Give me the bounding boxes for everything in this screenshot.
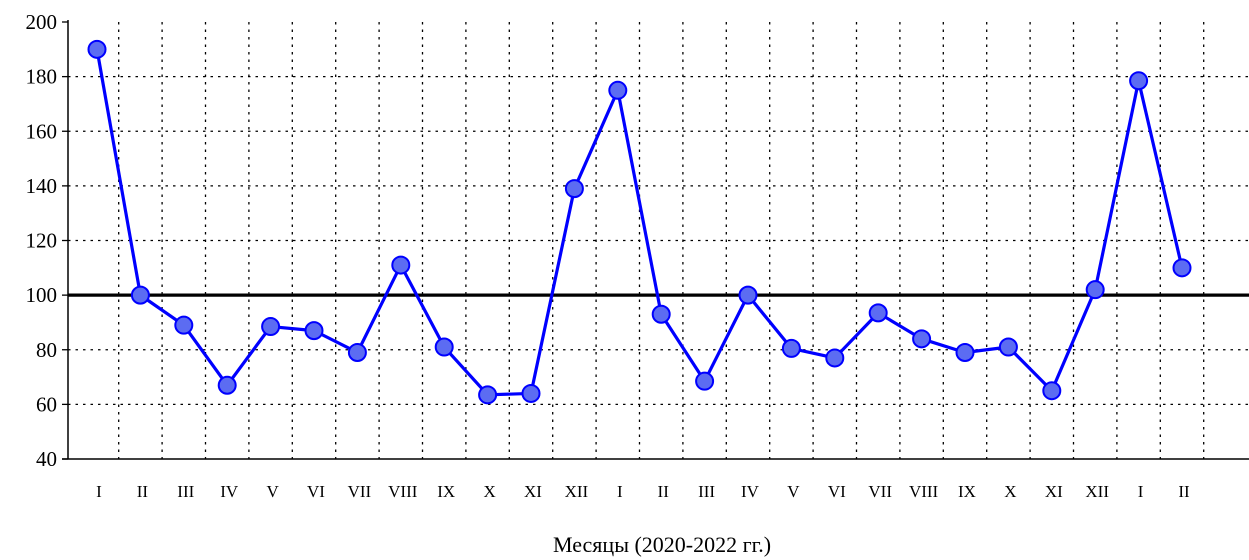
data-point	[87, 39, 107, 59]
x-axis-title: Месяцы (2020-2022 гг.)	[553, 532, 771, 557]
x-tick-label: II	[658, 482, 670, 501]
y-tick-label: 180	[26, 65, 58, 89]
y-tick-label: 80	[36, 338, 57, 362]
x-tick-label: XII	[1085, 482, 1109, 501]
y-tick-label: 100	[26, 283, 58, 307]
x-tick-label: VI	[828, 482, 846, 501]
data-point	[781, 338, 801, 358]
x-tick-label: II	[1178, 482, 1190, 501]
x-tick-label: X	[483, 482, 495, 501]
y-tick-label: 140	[26, 174, 58, 198]
axes	[62, 20, 1249, 460]
data-point	[564, 179, 584, 199]
x-tick-label: I	[617, 482, 623, 501]
data-point	[130, 285, 150, 305]
x-tick-label: XI	[1045, 482, 1063, 501]
data-point	[825, 348, 845, 368]
y-tick-label: 160	[26, 119, 58, 143]
y-tick-label: 60	[36, 392, 57, 416]
data-point	[478, 385, 498, 405]
y-tick-label: 120	[26, 229, 58, 253]
x-tick-label: III	[698, 482, 715, 501]
data-point	[912, 329, 932, 349]
x-tick-label: VIII	[388, 482, 418, 501]
x-tick-label: VII	[868, 482, 892, 501]
x-tick-label: VI	[307, 482, 325, 501]
x-tick-label: IX	[958, 482, 976, 501]
x-tick-label: V	[787, 482, 800, 501]
data-point	[521, 383, 541, 403]
data-point	[1172, 258, 1192, 278]
x-tick-label: V	[266, 482, 279, 501]
data-point	[868, 303, 888, 323]
data-point	[738, 285, 758, 305]
data-point	[261, 317, 281, 337]
data-point	[304, 321, 324, 341]
x-tick-label: XII	[565, 482, 589, 501]
data-point	[347, 342, 367, 362]
data-point	[998, 337, 1018, 357]
x-tick-label: X	[1004, 482, 1016, 501]
data-point	[608, 80, 628, 100]
grid	[68, 22, 1249, 459]
x-tick-label: II	[137, 482, 149, 501]
x-tick-label: I	[1138, 482, 1144, 501]
x-tick-labels: I II III IV V VI VII VIII IX X XI XII I II III IV V VI VII…	[96, 482, 1190, 501]
data-point	[434, 337, 454, 357]
x-tick-label: IV	[220, 482, 239, 501]
data-point	[1129, 71, 1149, 91]
data-point	[1085, 280, 1105, 300]
x-tick-label: XI	[524, 482, 542, 501]
data-point	[695, 371, 715, 391]
data-point	[217, 375, 237, 395]
data-point	[1042, 381, 1062, 401]
x-tick-label: VIII	[909, 482, 939, 501]
x-tick-label: VII	[348, 482, 372, 501]
x-tick-label: I	[96, 482, 102, 501]
x-tick-label: IV	[741, 482, 760, 501]
data-point	[391, 255, 411, 275]
y-tick-label: 200	[26, 10, 58, 34]
y-tick-label: 40	[36, 447, 57, 471]
x-tick-label: III	[177, 482, 194, 501]
series-line	[95, 49, 1184, 397]
data-point	[651, 304, 671, 324]
series-layer	[87, 39, 1192, 405]
y-tick-labels: 40 60 80 100 120 140 160 180 200	[26, 10, 58, 471]
x-tick-label: IX	[437, 482, 455, 501]
data-point	[174, 315, 194, 335]
data-point	[955, 342, 975, 362]
